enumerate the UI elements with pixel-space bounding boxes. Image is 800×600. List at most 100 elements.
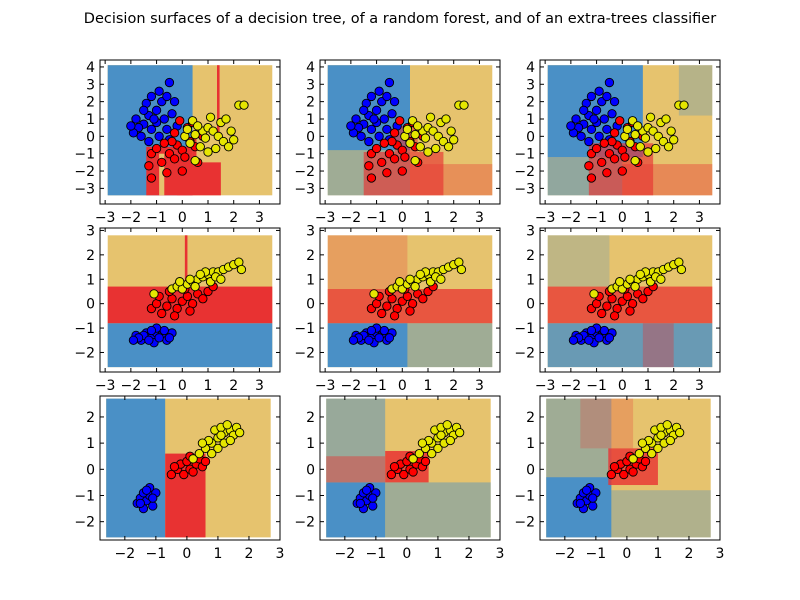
point-class2 bbox=[239, 100, 249, 110]
y-tick-label: 2 bbox=[306, 248, 315, 264]
x-tick-label: −3 bbox=[95, 378, 116, 394]
point-class2 bbox=[203, 147, 213, 157]
point-class0 bbox=[584, 136, 594, 147]
point-class2 bbox=[193, 121, 203, 131]
point-class2 bbox=[459, 100, 469, 110]
x-tick-label: −1 bbox=[146, 210, 167, 226]
y-tick-label: −2 bbox=[514, 164, 535, 180]
point-class1 bbox=[607, 136, 617, 147]
surface-region bbox=[184, 235, 188, 287]
point-class0 bbox=[594, 86, 604, 96]
point-class2 bbox=[625, 138, 635, 148]
point-class0 bbox=[566, 121, 576, 131]
point-class1 bbox=[200, 456, 211, 467]
point-class1 bbox=[167, 136, 177, 147]
y-tick-label: −2 bbox=[294, 164, 315, 180]
x-tick-label: −1 bbox=[366, 546, 387, 562]
point-class2 bbox=[190, 129, 200, 140]
y-tick-label: 0 bbox=[526, 297, 535, 313]
point-class1 bbox=[620, 152, 630, 162]
point-class1 bbox=[389, 128, 400, 138]
axes-frame bbox=[99, 59, 281, 205]
x-tick-label: 2 bbox=[449, 378, 458, 394]
point-class2 bbox=[669, 135, 679, 145]
y-tick-label: 1 bbox=[86, 272, 95, 288]
y-tick-label: −1 bbox=[294, 321, 315, 337]
point-class0 bbox=[126, 121, 136, 131]
point-class1 bbox=[597, 157, 607, 168]
point-class2 bbox=[445, 435, 455, 446]
point-class2 bbox=[665, 435, 675, 446]
x-tick-label: −2 bbox=[561, 378, 582, 394]
x-tick-label: 2 bbox=[669, 210, 678, 226]
y-tick-label: −3 bbox=[514, 181, 535, 197]
y-tick-label: 2 bbox=[526, 248, 535, 264]
y-tick-label: 0 bbox=[86, 462, 95, 478]
scatter-points bbox=[568, 257, 687, 348]
point-class1 bbox=[166, 469, 177, 480]
point-class2 bbox=[442, 420, 452, 430]
point-class0 bbox=[382, 91, 392, 102]
point-class1 bbox=[377, 157, 387, 168]
point-class2 bbox=[425, 112, 436, 122]
point-class1 bbox=[175, 116, 185, 126]
point-class0 bbox=[141, 485, 152, 495]
x-tick-label: −1 bbox=[366, 378, 387, 394]
x-tick-label: 2 bbox=[449, 210, 458, 226]
point-class1 bbox=[617, 166, 627, 176]
point-class0 bbox=[594, 333, 604, 343]
point-class0 bbox=[154, 131, 164, 141]
point-class1 bbox=[597, 308, 607, 319]
point-class0 bbox=[167, 109, 177, 119]
y-tick-label: 2 bbox=[526, 410, 535, 426]
surface-region bbox=[580, 398, 634, 449]
point-class0 bbox=[151, 105, 162, 115]
y-tick-label: −3 bbox=[74, 181, 95, 197]
point-class0 bbox=[139, 105, 149, 115]
point-class2 bbox=[431, 143, 441, 154]
point-class1 bbox=[609, 128, 620, 138]
x-tick-label: 3 bbox=[255, 378, 264, 394]
y-tick-label: −2 bbox=[514, 515, 535, 531]
point-class1 bbox=[628, 467, 638, 477]
point-class2 bbox=[634, 448, 644, 459]
point-class2 bbox=[417, 438, 428, 448]
point-class0 bbox=[609, 96, 620, 107]
point-class1 bbox=[602, 168, 612, 178]
point-class2 bbox=[216, 274, 226, 284]
point-class2 bbox=[635, 269, 645, 280]
point-class1 bbox=[638, 294, 648, 304]
x-tick-label: 2 bbox=[229, 210, 238, 226]
surface-region bbox=[410, 164, 493, 196]
x-tick-label: 2 bbox=[669, 378, 678, 394]
x-tick-label: 3 bbox=[276, 546, 285, 562]
point-class2 bbox=[225, 435, 235, 446]
surface-region bbox=[106, 398, 166, 538]
point-class0 bbox=[576, 131, 586, 141]
decision-surface bbox=[547, 65, 713, 196]
y-tick-label: 0 bbox=[526, 462, 535, 478]
scatter-points bbox=[346, 77, 469, 183]
subplot-2-2-extra-trees: −2 −1 0 1 2 3 −2 −1 0 1 2 bbox=[514, 395, 724, 562]
point-class0 bbox=[366, 124, 377, 135]
scatter-points bbox=[352, 420, 465, 514]
x-tick-label: 2 bbox=[229, 378, 238, 394]
x-tick-label: 1 bbox=[213, 546, 222, 562]
axes-frame bbox=[99, 227, 281, 373]
point-class2 bbox=[188, 454, 198, 464]
y-tick-label: 2 bbox=[86, 95, 95, 111]
point-class2 bbox=[656, 430, 666, 440]
x-tick-label: 0 bbox=[618, 210, 627, 226]
point-class2 bbox=[449, 135, 459, 145]
y-tick-label: −1 bbox=[74, 321, 95, 337]
y-tick-label: −1 bbox=[514, 488, 535, 504]
point-class0 bbox=[368, 501, 378, 511]
point-class1 bbox=[169, 154, 180, 164]
point-class0 bbox=[136, 131, 146, 141]
point-class2 bbox=[661, 114, 671, 124]
point-class2 bbox=[633, 121, 643, 131]
point-class0 bbox=[604, 333, 615, 343]
x-tick-label: −1 bbox=[586, 546, 607, 562]
